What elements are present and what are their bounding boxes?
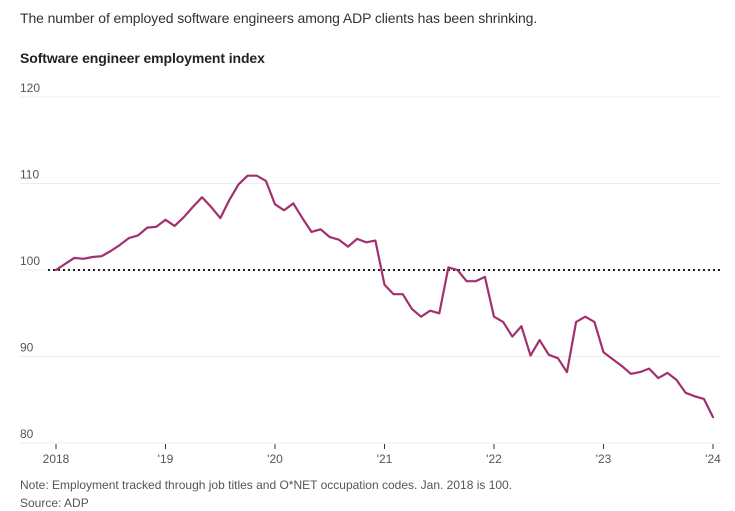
y-axis: 80 90 100 110 120 — [20, 81, 40, 441]
x-tick-label: '22 — [486, 452, 502, 466]
series-group — [54, 174, 715, 419]
y-tick-label-110: 110 — [20, 168, 39, 182]
x-tick-label: 2018 — [43, 452, 70, 466]
x-tick-label: '21 — [377, 452, 393, 466]
chart-note: Note: Employment tracked through job tit… — [20, 478, 513, 492]
y-tick-label-100: 100 — [20, 254, 40, 268]
chart-source: Source: ADP — [20, 496, 89, 510]
x-tick-label: '23 — [596, 452, 612, 466]
x-tick-label: '24 — [705, 452, 721, 466]
chart-title: Software engineer employment index — [20, 50, 265, 66]
x-axis: 2018 '19 '20 '21 '22 '23 '24 — [43, 444, 721, 466]
chart-subtitle: The number of employed software engineer… — [20, 10, 538, 26]
line-chart: 80 90 100 110 120 2018 '19 '20 '21 '22 '23 '24 — [20, 81, 721, 466]
y-tick-label-120: 120 — [20, 81, 40, 95]
series-line — [54, 174, 715, 419]
x-tick-label: '20 — [267, 452, 283, 466]
x-tick-label: '19 — [158, 452, 174, 466]
y-tick-label-80: 80 — [20, 427, 34, 441]
y-tick-label-90: 90 — [20, 341, 34, 355]
